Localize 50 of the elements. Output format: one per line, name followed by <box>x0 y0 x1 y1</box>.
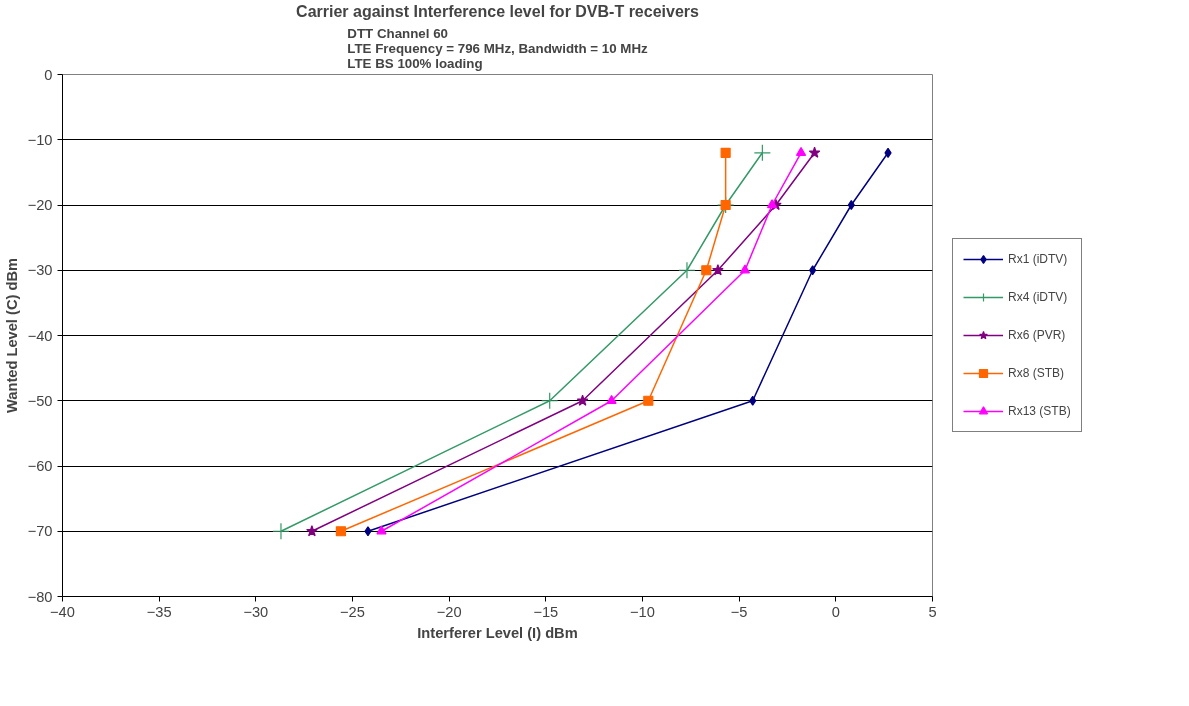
point <box>884 147 892 158</box>
point <box>766 199 778 209</box>
point <box>606 394 617 404</box>
point <box>541 392 559 410</box>
point <box>306 525 318 537</box>
legend-label: Rx1 (iDTV) <box>1008 252 1068 266</box>
y-tick-label: 0 <box>44 66 53 83</box>
legend-label: Rx6 (PVR) <box>1008 328 1066 342</box>
point <box>809 265 817 276</box>
point <box>678 261 696 279</box>
point <box>701 265 712 276</box>
point <box>643 395 654 406</box>
point <box>739 264 751 274</box>
x-tick-label: −35 <box>146 603 172 620</box>
x-tick-label: −20 <box>436 603 462 620</box>
chart-title: Carrier against Interference level for DVB-T receivers <box>296 2 700 20</box>
x-tick-label: 5 <box>928 603 937 620</box>
y-tick-label: −20 <box>27 197 53 213</box>
x-tick-label: −40 <box>50 603 75 620</box>
point <box>808 146 821 158</box>
x-tick-label: 0 <box>831 603 840 620</box>
y-tick-label: −10 <box>27 131 53 148</box>
x-axis-title: Interferer Level (I) dBm <box>417 624 578 641</box>
point <box>720 199 731 211</box>
y-tick-label: −50 <box>27 392 53 409</box>
y-tick-label: −70 <box>27 523 53 540</box>
chart-subtitle: DTT Channel 60 LTE Frequency = 796 MHz, Bandwidth = 10 MHz LTE BS 100% loading <box>347 25 649 71</box>
point <box>753 144 771 162</box>
y-tick-label: −30 <box>27 262 53 279</box>
point <box>720 147 731 158</box>
point <box>376 525 387 535</box>
point <box>795 147 807 156</box>
point <box>749 395 757 406</box>
x-tick-label: −15 <box>533 603 559 620</box>
y-tick-label: −80 <box>27 588 53 605</box>
x-tick-label: −5 <box>730 603 748 620</box>
x-tick-label: −10 <box>630 603 655 620</box>
legend-label: Rx8 (STB) <box>1008 366 1065 380</box>
point <box>335 526 346 537</box>
x-tick-label: −30 <box>243 603 269 620</box>
y-tick-label: −60 <box>27 458 53 474</box>
legend-label: Rx13 (STB) <box>1008 404 1071 418</box>
point <box>272 522 290 540</box>
point <box>364 526 372 537</box>
point <box>712 264 724 276</box>
point <box>576 394 589 406</box>
legend-label: Rx4 (iDTV) <box>1008 290 1068 304</box>
y-axis-title: Wanted Level (C) dBm <box>3 257 20 413</box>
x-tick-label: −25 <box>340 603 365 620</box>
y-tick-label: −40 <box>27 327 53 344</box>
